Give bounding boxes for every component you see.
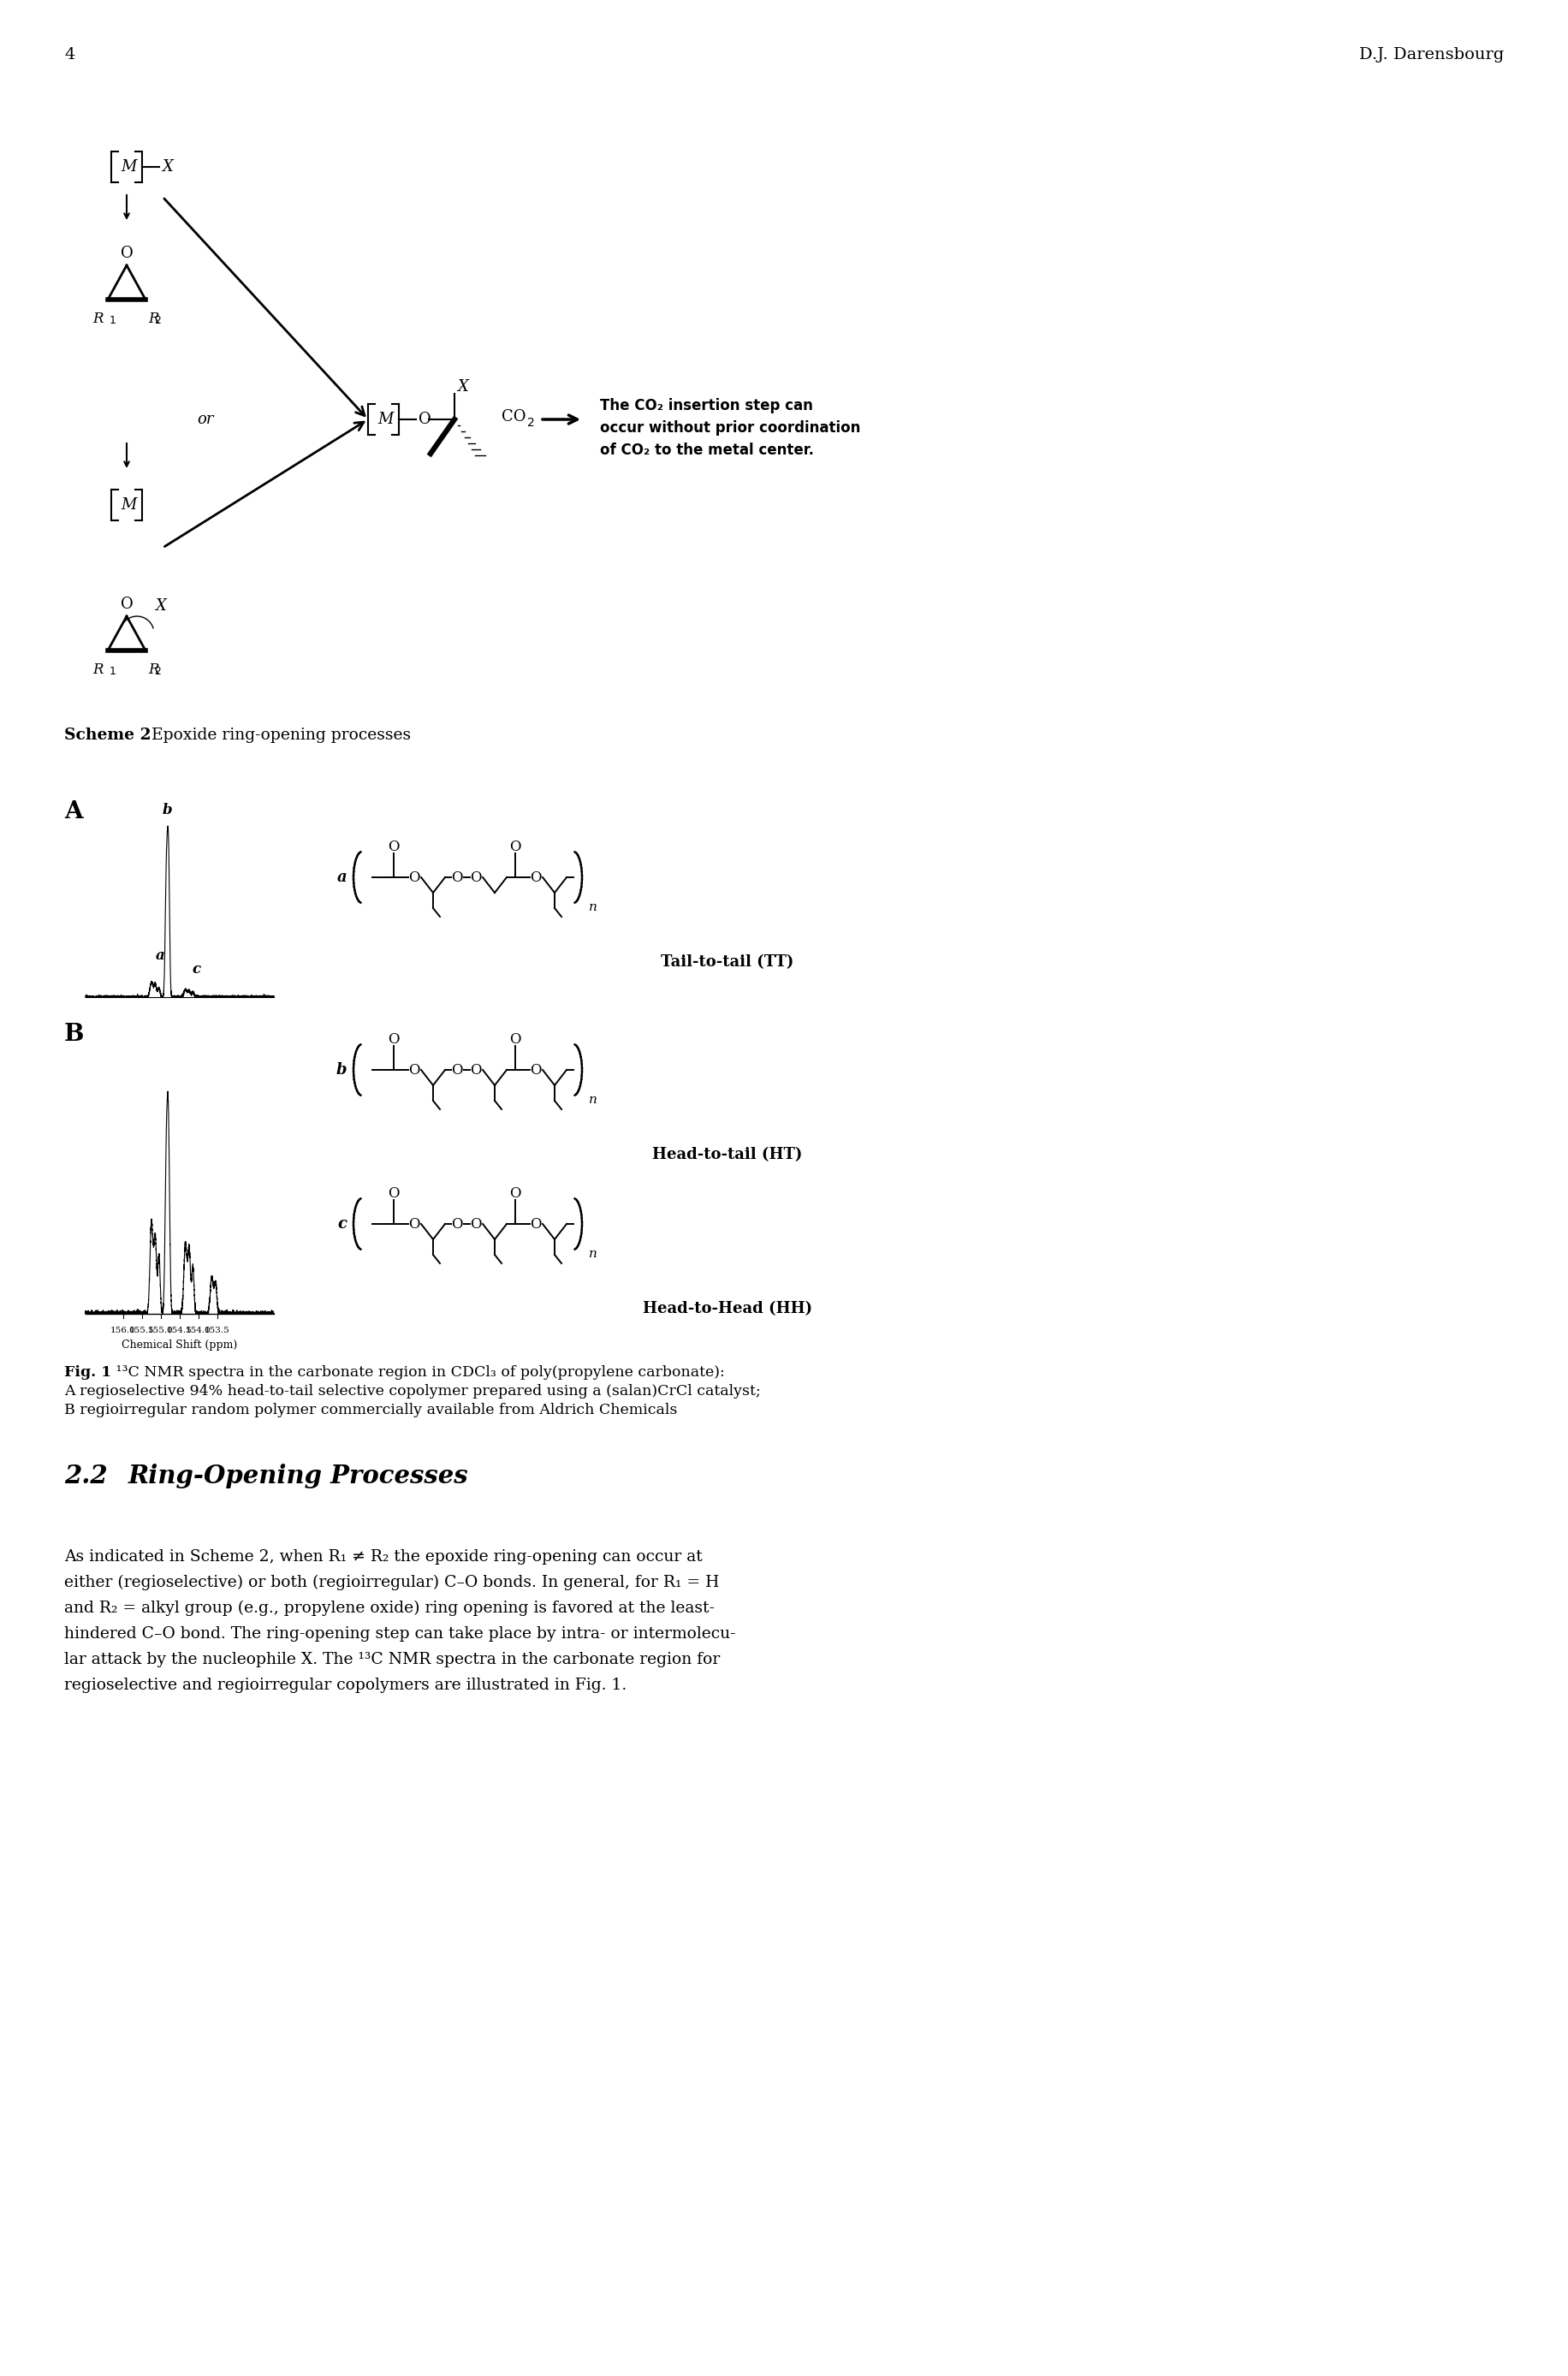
Text: R: R [147,663,158,677]
Text: b: b [336,1062,347,1079]
Text: b: b [163,803,172,817]
Text: O: O [470,1217,481,1231]
Text: n: n [590,1093,597,1105]
Text: 154.0: 154.0 [187,1326,212,1335]
Text: A: A [64,801,83,824]
Text: 155.5: 155.5 [129,1326,155,1335]
Text: c: c [193,962,201,977]
Text: O: O [510,1031,521,1045]
Text: 4: 4 [64,48,75,62]
Text: 153.5: 153.5 [205,1326,230,1335]
Text: B: B [64,1022,85,1045]
Text: X: X [162,159,172,173]
Text: Head-to-Head (HH): Head-to-Head (HH) [643,1302,812,1316]
Text: X: X [155,599,166,613]
Text: hindered C–O bond. The ring-opening step can take place by intra- or intermolecu: hindered C–O bond. The ring-opening step… [64,1625,735,1642]
Text: M: M [121,497,136,513]
Text: regioselective and regioirregular copolymers are illustrated in Fig. 1.: regioselective and regioirregular copoly… [64,1677,627,1694]
Text: As indicated in Scheme 2, when R₁ ≠ R₂ the epoxide ring-opening can occur at: As indicated in Scheme 2, when R₁ ≠ R₂ t… [64,1549,702,1566]
Text: O: O [452,870,463,884]
Text: M: M [121,159,136,173]
Text: 2: 2 [154,316,162,326]
Text: 2: 2 [154,665,162,677]
Text: R: R [93,663,103,677]
Text: O: O [408,1062,420,1076]
Text: a: a [337,870,347,884]
Text: 1: 1 [110,665,116,677]
Text: O: O [510,839,521,853]
Text: The CO₂ insertion step can: The CO₂ insertion step can [601,399,812,413]
Text: of CO₂ to the metal center.: of CO₂ to the metal center. [601,442,814,459]
Text: Epoxide ring-opening processes: Epoxide ring-opening processes [141,727,411,744]
Text: 155.0: 155.0 [149,1326,174,1335]
Text: 1: 1 [110,316,116,326]
Text: D.J. Darensbourg: D.J. Darensbourg [1359,48,1504,62]
Text: 154.5: 154.5 [168,1326,193,1335]
Text: a: a [155,948,165,962]
Text: Head-to-tail (HT): Head-to-tail (HT) [652,1148,803,1162]
Text: O: O [470,1062,481,1076]
Text: O: O [530,1217,541,1231]
Text: occur without prior coordination: occur without prior coordination [601,421,861,435]
Text: or: or [198,411,213,428]
Text: O: O [387,1031,400,1045]
Text: O: O [408,1217,420,1231]
Text: Fig. 1: Fig. 1 [64,1366,111,1380]
Text: 156.0: 156.0 [110,1326,136,1335]
Text: ¹³C NMR spectra in the carbonate region in CDCl₃ of poly(propylene carbonate):: ¹³C NMR spectra in the carbonate region … [111,1366,724,1380]
Text: CO: CO [502,409,525,425]
Text: n: n [590,1247,597,1259]
Text: X: X [456,380,469,394]
Text: 2.2: 2.2 [64,1464,108,1487]
Text: lar attack by the nucleophile X. The ¹³C NMR spectra in the carbonate region for: lar attack by the nucleophile X. The ¹³C… [64,1651,720,1668]
Text: B regioirregular random polymer commercially available from Aldrich Chemicals: B regioirregular random polymer commerci… [64,1402,677,1418]
Text: O: O [121,596,133,613]
Text: O: O [387,1186,400,1200]
Text: and R₂ = alkyl group (e.g., propylene oxide) ring opening is favored at the leas: and R₂ = alkyl group (e.g., propylene ox… [64,1601,715,1616]
Text: O: O [121,245,133,261]
Text: c: c [337,1217,347,1231]
Text: M: M [378,411,394,428]
Text: A regioselective 94% head-to-tail selective copolymer prepared using a (salan)Cr: A regioselective 94% head-to-tail select… [64,1383,760,1399]
Text: O: O [510,1186,521,1200]
Text: 2: 2 [527,416,535,428]
Text: O: O [452,1217,463,1231]
Text: O: O [530,1062,541,1076]
Text: either (regioselective) or both (regioirregular) C–O bonds. In general, for R₁ =: either (regioselective) or both (regioir… [64,1575,720,1590]
Text: O: O [408,870,420,884]
Text: Scheme 2: Scheme 2 [64,727,151,744]
Text: O: O [419,411,431,428]
Text: O: O [387,839,400,853]
Text: Ring-Opening Processes: Ring-Opening Processes [129,1464,469,1487]
Text: O: O [470,870,481,884]
Text: R: R [147,311,158,326]
Text: Chemical Shift (ppm): Chemical Shift (ppm) [122,1340,238,1350]
Text: O: O [530,870,541,884]
Text: Tail-to-tail (TT): Tail-to-tail (TT) [662,955,793,969]
Text: O: O [452,1062,463,1076]
Text: R: R [93,311,103,326]
Text: n: n [590,901,597,912]
